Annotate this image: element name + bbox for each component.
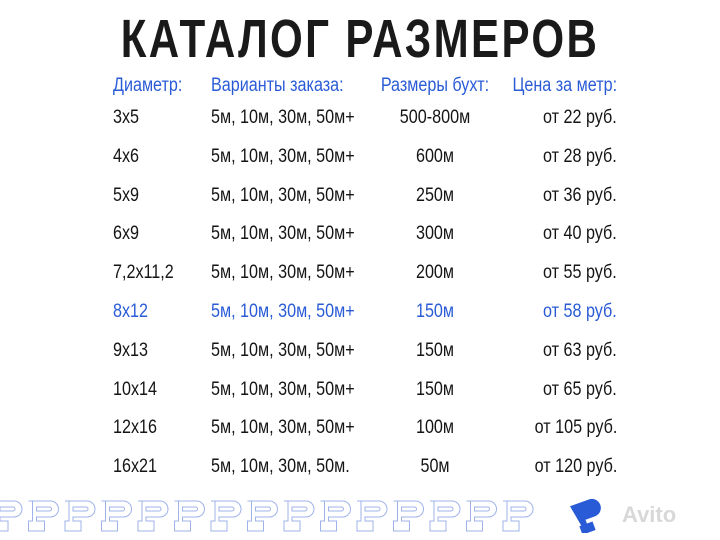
p-logo-icon <box>393 500 424 532</box>
price-per-meter-cell: от 63 руб. <box>543 339 617 361</box>
price-per-meter-cell: от 22 руб. <box>543 107 617 128</box>
coil-size-cell: 50м <box>420 456 450 478</box>
table-row: 16x21 5м, 10м, 30м, 50м. 50м от 120 руб. <box>0 456 720 486</box>
coil-size-cell: 600м <box>415 145 455 167</box>
price-per-meter-cell: от 105 руб. <box>534 417 617 439</box>
diameter-cell: 4x6 <box>113 145 140 167</box>
p-logo-icon <box>137 500 169 532</box>
coil-size-cell: 300м <box>415 223 455 245</box>
table-row: 8x12 5м, 10м, 30м, 50м+ 150м от 58 руб. <box>0 301 720 331</box>
order-options-cell: 5м, 10м, 30м, 50м+ <box>211 184 355 206</box>
coil-size-cell: 150м <box>415 339 455 361</box>
table-row: 5x9 5м, 10м, 30м, 50м+ 250м от 36 руб. <box>0 185 720 215</box>
table-row: 7,2x11,2 5м, 10м, 30м, 50м+ 200м от 55 руб. <box>0 262 720 292</box>
diameter-cell: 7,2x11,2 <box>113 262 174 284</box>
order-options-cell: 5м, 10м, 30м, 50м+ <box>211 107 355 128</box>
coil-size-cell: 150м <box>415 378 455 400</box>
price-per-meter-cell: от 55 руб. <box>543 262 617 284</box>
order-options-cell: Варианты заказа: <box>211 75 344 96</box>
diameter-cell: 8x12 <box>113 301 149 322</box>
diameter-cell: Диаметр: <box>113 75 183 96</box>
table-row: 6x9 5м, 10м, 30м, 50м+ 300м от 40 руб. <box>0 223 720 253</box>
price-per-meter-cell: от 120 руб. <box>534 456 617 478</box>
p-logo-icon <box>174 500 205 532</box>
diameter-cell: 9x13 <box>113 339 149 361</box>
table-row: 10x14 5м, 10м, 30м, 50м+ 150м от 65 руб. <box>0 379 720 409</box>
price-per-meter-cell: Цена за метр: <box>512 75 617 96</box>
diameter-cell: 3x5 <box>113 107 140 128</box>
diameter-cell: 12x16 <box>113 417 158 439</box>
order-options-cell: 5м, 10м, 30м, 50м+ <box>211 378 355 400</box>
diameter-cell: 16x21 <box>113 456 158 478</box>
p-logo-icon <box>320 500 351 532</box>
coil-size-cell: 150м <box>415 301 455 322</box>
coil-size-cell: 500-800м <box>399 107 471 128</box>
price-per-meter-cell: от 65 руб. <box>543 378 617 400</box>
page-title: КАТАЛОГ РАЗМЕРОВ <box>120 9 600 69</box>
p-logo-icon <box>356 500 388 532</box>
order-options-cell: 5м, 10м, 30м, 50м+ <box>211 223 355 245</box>
p-logo-icon <box>283 500 315 532</box>
p-logo-icon <box>101 500 132 532</box>
table-row: 9x13 5м, 10м, 30м, 50м+ 150м от 63 руб. <box>0 340 720 370</box>
price-per-meter-cell: от 36 руб. <box>543 184 617 206</box>
order-options-cell: 5м, 10м, 30м, 50м+ <box>211 417 355 439</box>
table-header: Диаметр: Варианты заказа: Размеры бухт: Цен… <box>0 75 720 105</box>
p-logo-icon <box>502 500 534 532</box>
p-logo-icon <box>210 500 242 532</box>
coil-size-cell: Размеры бухт: <box>380 75 490 96</box>
coil-size-cell: 100м <box>415 417 455 439</box>
table-row: 4x6 5м, 10м, 30м, 50м+ 600м от 28 руб. <box>0 146 720 176</box>
table-row: 12x16 5м, 10м, 30м, 50м+ 100м от 105 руб. <box>0 417 720 447</box>
diameter-cell: 10x14 <box>113 378 158 400</box>
p-logo-icon <box>0 500 23 532</box>
diameter-cell: 6x9 <box>113 223 140 245</box>
p-logo-icon <box>466 500 497 532</box>
coil-size-cell: 250м <box>415 184 455 206</box>
order-options-cell: 5м, 10м, 30м, 50м+ <box>211 339 355 361</box>
p-logo-accent-icon <box>569 498 601 533</box>
price-per-meter-cell: от 40 руб. <box>543 223 617 245</box>
price-per-meter-cell: от 58 руб. <box>543 301 617 322</box>
order-options-cell: 5м, 10м, 30м, 50м+ <box>211 301 355 322</box>
avito-watermark: Avito <box>622 502 677 527</box>
p-logo-icon <box>28 500 59 532</box>
diameter-cell: 5x9 <box>113 184 140 206</box>
order-options-cell: 5м, 10м, 30м, 50м+ <box>211 145 355 167</box>
price-per-meter-cell: от 28 руб. <box>543 145 617 167</box>
coil-size-cell: 200м <box>415 262 455 284</box>
p-logo-icon <box>64 500 96 532</box>
order-options-cell: 5м, 10м, 30м, 50м+ <box>211 262 355 284</box>
order-options-cell: 5м, 10м, 30м, 50м. <box>211 456 350 478</box>
p-logo-icon <box>247 500 278 532</box>
p-logo-icon <box>429 500 461 532</box>
table-row: 3x5 5м, 10м, 30м, 50м+ 500-800м от 22 руб. <box>0 107 720 137</box>
logo-pattern <box>0 498 601 533</box>
